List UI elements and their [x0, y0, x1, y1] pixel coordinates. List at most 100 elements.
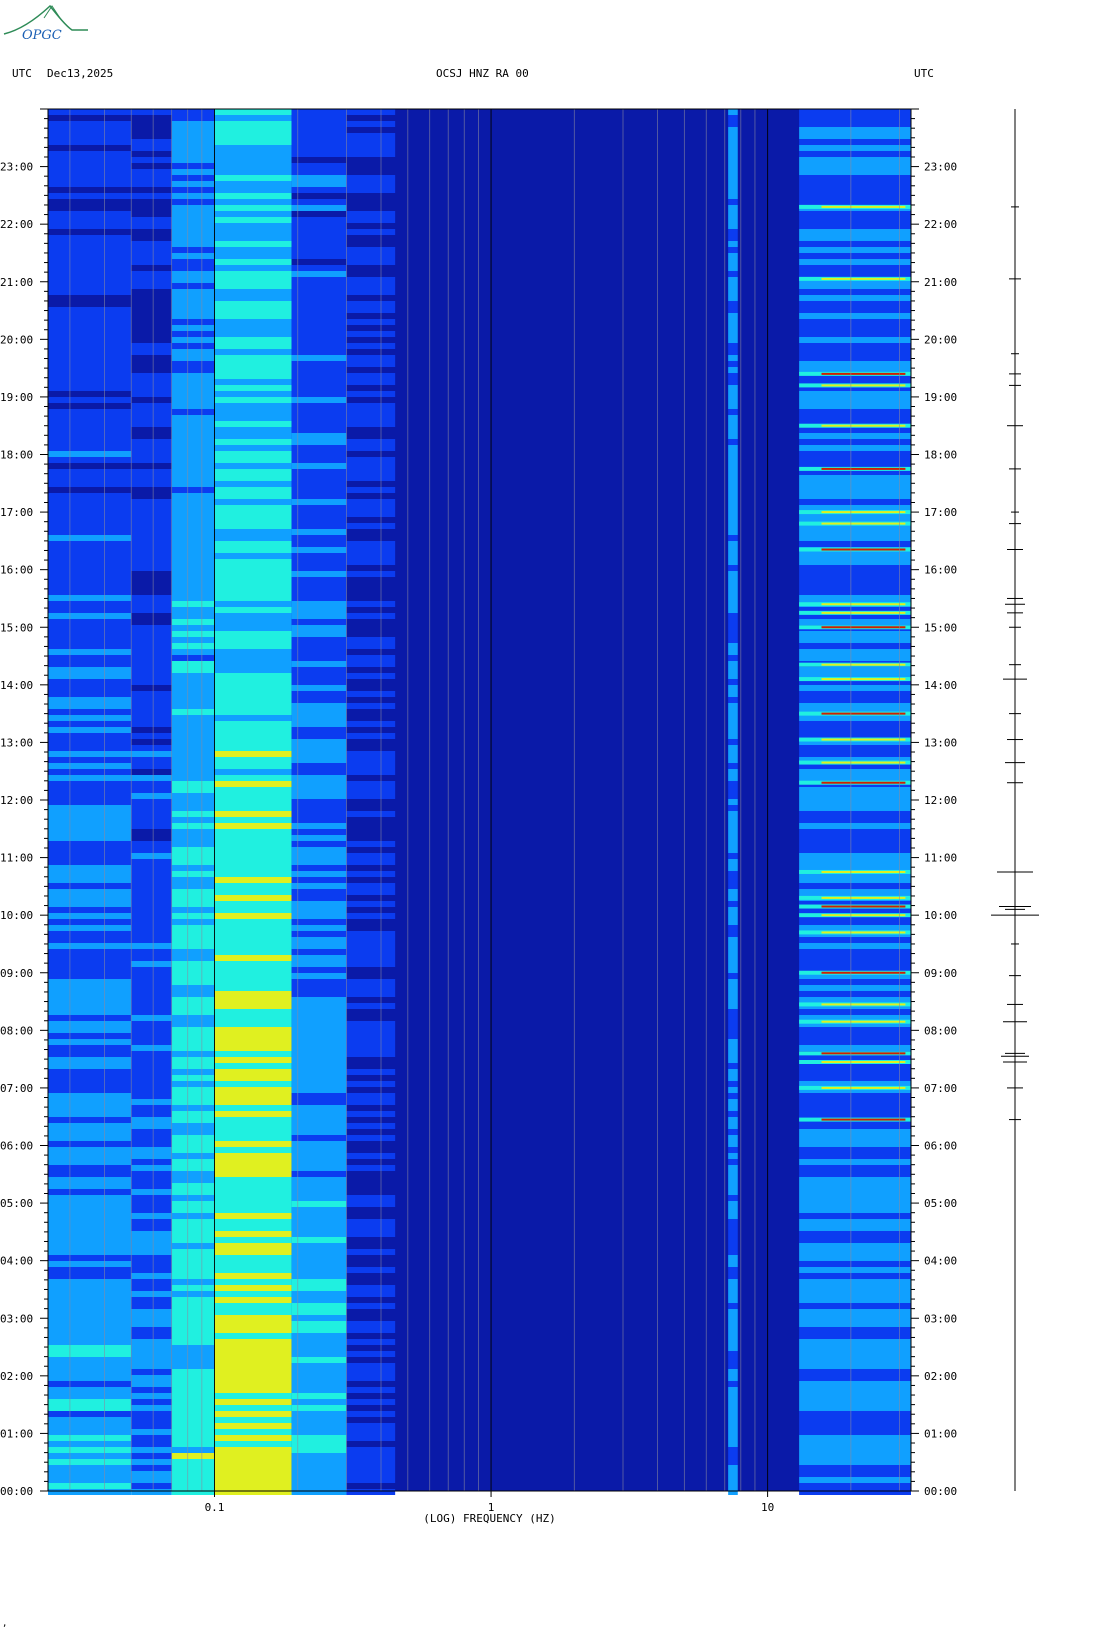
band-cell: [131, 1381, 172, 1387]
band-cell: [291, 1453, 347, 1459]
band-cell: [214, 421, 292, 427]
band-cell: [48, 799, 132, 805]
band-cell: [346, 1045, 396, 1051]
band-cell: [728, 649, 738, 655]
band-cell: [171, 739, 215, 745]
band-cell: [131, 1273, 172, 1279]
band-cell: [214, 763, 292, 769]
band-cell: [291, 559, 347, 565]
band-cell: [171, 181, 215, 187]
band-cell: [171, 451, 215, 457]
band-cell: [214, 205, 292, 211]
band-cell: [799, 325, 911, 331]
band-cell: [291, 1429, 347, 1435]
logo-text: OPGC: [22, 28, 62, 43]
band-cell: [799, 295, 911, 301]
band-cell: [728, 1093, 738, 1099]
band-cell: [346, 355, 396, 361]
band-cell: [214, 577, 292, 583]
band-cell: [799, 643, 911, 649]
band-cell: [728, 535, 738, 541]
band-cell: [799, 1009, 911, 1015]
band-cell: [171, 127, 215, 133]
band-cell: [346, 721, 396, 727]
band-cell: [48, 1417, 132, 1423]
band-cell: [131, 259, 172, 265]
band-cell: [291, 883, 347, 889]
band-cell: [346, 835, 396, 841]
band-cell: [346, 211, 396, 217]
band-cell: [48, 1447, 132, 1453]
band-cell: [799, 433, 911, 439]
band-cell: [171, 1177, 215, 1183]
band-cell: [346, 1015, 396, 1021]
band-cell: [799, 883, 911, 889]
band-cell: [214, 433, 292, 439]
band-cell: [214, 1459, 292, 1465]
band-cell: [346, 271, 396, 277]
band-cell: [346, 109, 396, 115]
band-cell: [48, 1021, 132, 1027]
band-cell: [728, 463, 738, 469]
band-cell: [171, 1189, 215, 1195]
band-cell: [799, 1435, 911, 1441]
band-cell: [728, 1021, 738, 1027]
band-cell: [291, 1111, 347, 1117]
band-cell: [728, 1303, 738, 1309]
band-cell: [728, 901, 738, 907]
band-cell: [171, 1057, 215, 1063]
band-cell: [214, 1183, 292, 1189]
band-cell: [291, 475, 347, 481]
band-cell: [171, 1459, 215, 1465]
band-cell: [48, 949, 132, 955]
band-cell: [799, 391, 911, 397]
band-cell: [346, 661, 396, 667]
band-cell: [291, 601, 347, 607]
event-core: [821, 761, 906, 764]
band-cell: [131, 913, 172, 919]
band-cell: [291, 1249, 347, 1255]
band-cell: [131, 1207, 172, 1213]
band-cell: [728, 1219, 738, 1225]
band-cell: [291, 1171, 347, 1177]
band-cell: [799, 673, 911, 679]
band-cell: [291, 1219, 347, 1225]
band-cell: [346, 625, 396, 631]
band-cell: [214, 1045, 292, 1051]
band-cell: [48, 559, 132, 565]
band-cell: [799, 697, 911, 703]
band-cell: [214, 187, 292, 193]
band-cell: [291, 337, 347, 343]
band-cell: [48, 1129, 132, 1135]
band-cell: [728, 1237, 738, 1243]
band-cell: [799, 313, 911, 319]
band-cell: [291, 853, 347, 859]
band-cell: [48, 871, 132, 877]
band-cell: [214, 1393, 292, 1399]
band-cell: [291, 961, 347, 967]
band-cell: [48, 499, 132, 505]
band-cell: [291, 649, 347, 655]
y-label-right: 18:00: [924, 449, 957, 462]
band-cell: [171, 361, 215, 367]
band-cell: [291, 109, 347, 115]
band-cell: [346, 487, 396, 493]
band-cell: [131, 973, 172, 979]
band-cell: [48, 619, 132, 625]
band-cell: [291, 409, 347, 415]
band-cell: [214, 511, 292, 517]
band-cell: [728, 373, 738, 379]
band-cell: [799, 1057, 911, 1063]
band-cell: [291, 1165, 347, 1171]
band-cell: [171, 337, 215, 343]
band-cell: [48, 847, 132, 853]
band-cell: [171, 253, 215, 259]
band-cell: [728, 619, 738, 625]
band-cell: [799, 1243, 911, 1249]
band-cell: [48, 709, 132, 715]
band-cell: [131, 1009, 172, 1015]
band-cell: [346, 295, 396, 301]
band-cell: [346, 559, 396, 565]
band-cell: [171, 1165, 215, 1171]
band-cell: [799, 637, 911, 643]
